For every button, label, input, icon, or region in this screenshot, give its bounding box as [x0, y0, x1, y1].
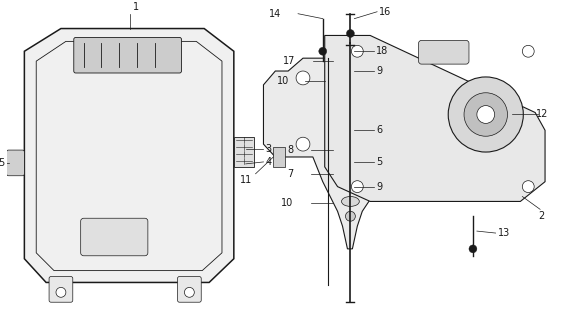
Circle shape: [414, 71, 429, 85]
Circle shape: [448, 77, 523, 152]
Circle shape: [352, 45, 363, 57]
Text: 6: 6: [376, 125, 382, 135]
Circle shape: [56, 287, 66, 297]
Text: 2: 2: [538, 211, 544, 221]
Circle shape: [345, 80, 356, 90]
FancyBboxPatch shape: [344, 100, 357, 112]
Circle shape: [345, 211, 356, 221]
Text: 1: 1: [133, 2, 139, 12]
Text: 7: 7: [287, 169, 293, 179]
Text: 8: 8: [287, 145, 293, 155]
FancyBboxPatch shape: [418, 40, 469, 64]
Text: 12: 12: [536, 109, 548, 119]
FancyBboxPatch shape: [49, 276, 73, 302]
Text: 16: 16: [379, 7, 391, 17]
Circle shape: [352, 181, 363, 193]
Text: 5: 5: [376, 157, 382, 167]
Circle shape: [469, 245, 477, 253]
FancyBboxPatch shape: [74, 37, 181, 73]
FancyBboxPatch shape: [177, 276, 201, 302]
Circle shape: [296, 137, 310, 151]
Ellipse shape: [341, 137, 359, 147]
Circle shape: [319, 47, 327, 55]
Text: 17: 17: [283, 56, 295, 66]
Text: 9: 9: [376, 182, 382, 192]
Circle shape: [296, 71, 310, 85]
Circle shape: [184, 287, 194, 297]
Text: 9: 9: [376, 66, 382, 76]
Text: 3: 3: [265, 144, 272, 154]
Text: 13: 13: [498, 228, 510, 238]
Circle shape: [346, 29, 354, 37]
Circle shape: [464, 93, 507, 136]
Text: 11: 11: [240, 175, 252, 185]
Text: 14: 14: [269, 9, 281, 19]
Circle shape: [477, 106, 494, 124]
Text: 10: 10: [277, 76, 289, 86]
Polygon shape: [24, 28, 234, 283]
Text: 18: 18: [376, 46, 388, 56]
Text: 5: 5: [0, 158, 5, 168]
FancyBboxPatch shape: [344, 84, 357, 96]
Text: 4: 4: [265, 157, 272, 167]
Polygon shape: [273, 147, 285, 167]
FancyBboxPatch shape: [7, 150, 24, 176]
FancyBboxPatch shape: [81, 218, 148, 256]
Circle shape: [522, 45, 534, 57]
Circle shape: [522, 181, 534, 193]
Circle shape: [414, 137, 429, 151]
Polygon shape: [325, 36, 545, 202]
Text: 10: 10: [281, 198, 293, 208]
Circle shape: [345, 113, 356, 123]
Ellipse shape: [341, 196, 359, 206]
Polygon shape: [264, 58, 446, 249]
Polygon shape: [234, 137, 253, 167]
